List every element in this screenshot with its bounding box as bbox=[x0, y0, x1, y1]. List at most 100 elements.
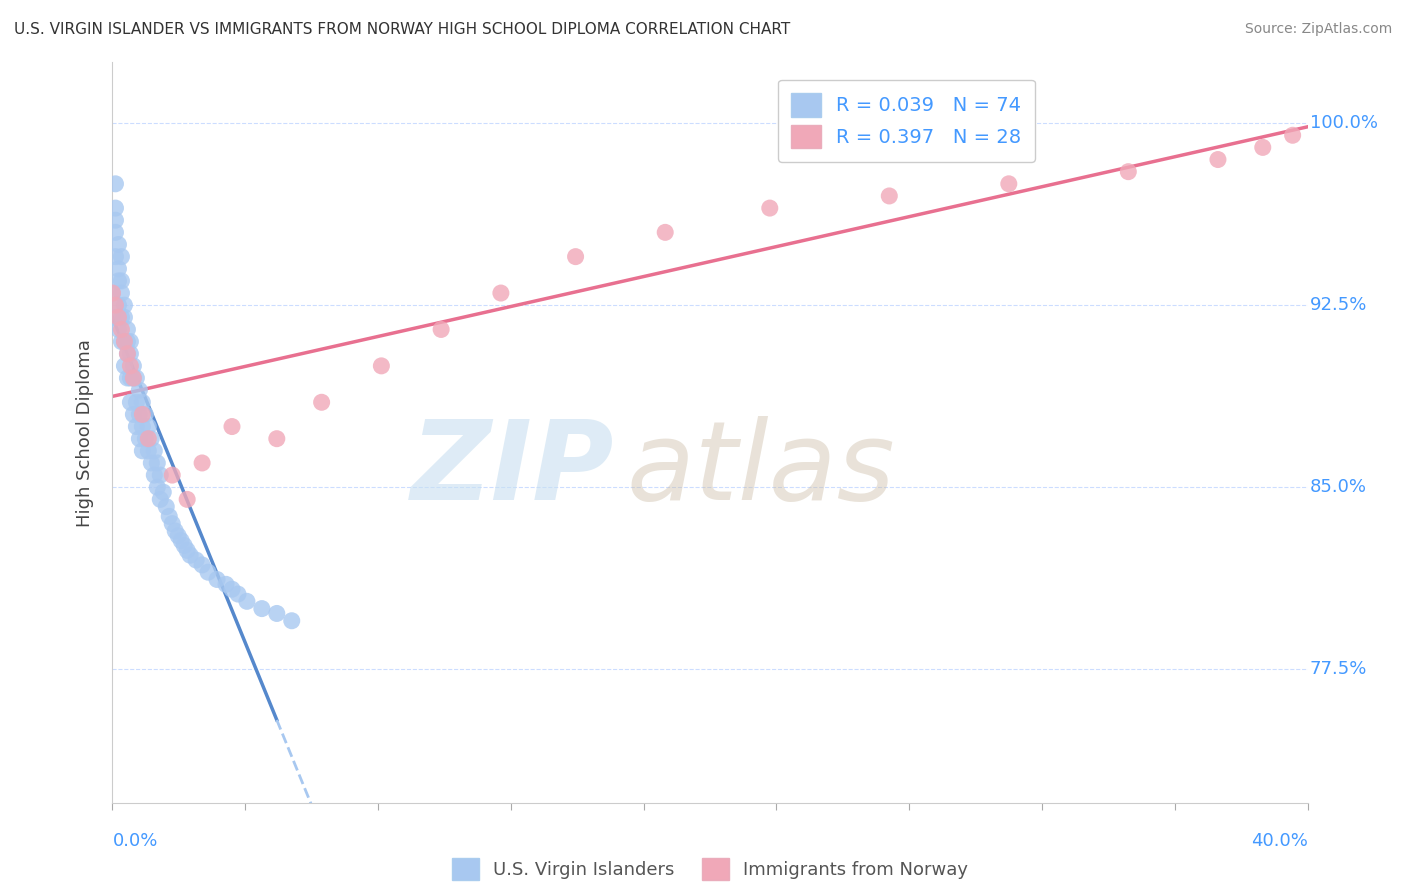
Text: atlas: atlas bbox=[627, 417, 896, 523]
Point bbox=[221, 582, 243, 597]
Point bbox=[104, 201, 127, 215]
Point bbox=[179, 548, 201, 562]
Point bbox=[138, 419, 160, 434]
Point bbox=[114, 334, 135, 349]
Point bbox=[114, 334, 135, 349]
Point bbox=[120, 395, 142, 409]
Point bbox=[173, 539, 195, 553]
Legend: U.S. Virgin Islanders, Immigrants from Norway: U.S. Virgin Islanders, Immigrants from N… bbox=[443, 849, 977, 889]
Point bbox=[489, 286, 512, 301]
Point bbox=[221, 419, 243, 434]
Point bbox=[281, 614, 304, 628]
Point bbox=[122, 359, 145, 373]
Point bbox=[128, 432, 150, 446]
Point bbox=[122, 371, 145, 385]
Point bbox=[141, 456, 163, 470]
Point bbox=[110, 334, 132, 349]
Point bbox=[152, 485, 174, 500]
Point bbox=[146, 456, 169, 470]
Point bbox=[138, 432, 160, 446]
Point bbox=[128, 383, 150, 397]
Point bbox=[101, 286, 124, 301]
Point bbox=[117, 347, 139, 361]
Point bbox=[143, 443, 166, 458]
Point bbox=[1251, 140, 1274, 154]
Point bbox=[879, 189, 901, 203]
Point bbox=[110, 286, 132, 301]
Point bbox=[215, 577, 238, 591]
Point bbox=[117, 371, 139, 385]
Point bbox=[114, 359, 135, 373]
Point bbox=[131, 419, 153, 434]
Point bbox=[149, 468, 172, 483]
Point bbox=[101, 310, 124, 325]
Text: 100.0%: 100.0% bbox=[1310, 114, 1378, 132]
Point bbox=[250, 601, 273, 615]
Point bbox=[1281, 128, 1303, 143]
Text: 0.0%: 0.0% bbox=[112, 832, 157, 850]
Point bbox=[125, 371, 148, 385]
Point bbox=[120, 371, 142, 385]
Point bbox=[155, 500, 177, 514]
Point bbox=[107, 237, 129, 252]
Point bbox=[236, 594, 259, 608]
Point bbox=[110, 322, 132, 336]
Point bbox=[170, 533, 193, 548]
Point bbox=[162, 468, 183, 483]
Point bbox=[114, 298, 135, 312]
Point bbox=[117, 347, 139, 361]
Point bbox=[104, 298, 127, 312]
Point bbox=[107, 310, 129, 325]
Point bbox=[122, 408, 145, 422]
Point bbox=[186, 553, 208, 567]
Text: U.S. VIRGIN ISLANDER VS IMMIGRANTS FROM NORWAY HIGH SCHOOL DIPLOMA CORRELATION C: U.S. VIRGIN ISLANDER VS IMMIGRANTS FROM … bbox=[14, 22, 790, 37]
Point bbox=[564, 250, 586, 264]
Point bbox=[107, 261, 129, 276]
Point bbox=[110, 250, 132, 264]
Point bbox=[205, 573, 228, 587]
Point bbox=[998, 177, 1021, 191]
Point bbox=[430, 322, 453, 336]
Point bbox=[104, 225, 127, 239]
Text: Source: ZipAtlas.com: Source: ZipAtlas.com bbox=[1244, 22, 1392, 37]
Point bbox=[110, 274, 132, 288]
Point bbox=[131, 395, 153, 409]
Y-axis label: High School Diploma: High School Diploma bbox=[76, 339, 94, 526]
Point bbox=[226, 587, 249, 601]
Point bbox=[191, 558, 214, 572]
Point bbox=[104, 250, 127, 264]
Point bbox=[266, 607, 288, 621]
Point bbox=[266, 432, 288, 446]
Point bbox=[176, 492, 198, 507]
Point bbox=[157, 509, 180, 524]
Point bbox=[176, 543, 198, 558]
Point bbox=[197, 565, 219, 579]
Point bbox=[1206, 153, 1229, 167]
Point bbox=[107, 298, 129, 312]
Point bbox=[143, 468, 166, 483]
Point bbox=[759, 201, 782, 215]
Point bbox=[134, 408, 156, 422]
Point bbox=[120, 359, 142, 373]
Point bbox=[167, 529, 190, 543]
Point bbox=[110, 310, 132, 325]
Point bbox=[162, 516, 183, 531]
Point bbox=[117, 334, 139, 349]
Point bbox=[149, 492, 172, 507]
Point bbox=[104, 177, 127, 191]
Point bbox=[117, 322, 139, 336]
Point bbox=[131, 408, 153, 422]
Point bbox=[146, 480, 169, 494]
Point bbox=[134, 432, 156, 446]
Point bbox=[1118, 164, 1140, 178]
Point bbox=[120, 334, 142, 349]
Text: 85.0%: 85.0% bbox=[1310, 478, 1367, 496]
Point bbox=[138, 443, 160, 458]
Point bbox=[107, 274, 129, 288]
Point bbox=[125, 419, 148, 434]
Point bbox=[370, 359, 392, 373]
Point bbox=[104, 213, 127, 227]
Point bbox=[141, 432, 163, 446]
Point bbox=[120, 347, 142, 361]
Point bbox=[128, 408, 150, 422]
